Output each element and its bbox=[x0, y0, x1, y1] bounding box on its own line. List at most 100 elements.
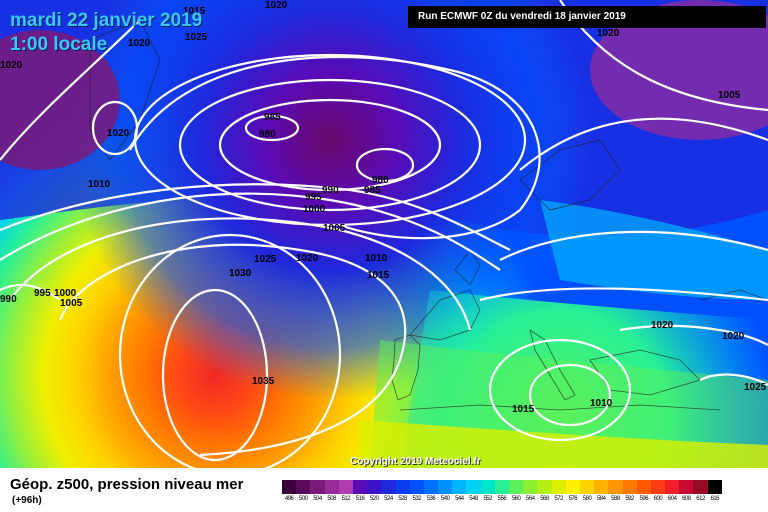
scandinavia-low bbox=[590, 0, 768, 140]
legend-swatch bbox=[523, 480, 538, 494]
coastlines bbox=[89, 19, 768, 411]
isobar-980-east bbox=[355, 147, 415, 183]
legend-cell: 520 bbox=[367, 480, 382, 502]
footer: Géop. z500, pression niveau mer (+96h) 4… bbox=[0, 468, 768, 512]
blacksea-coast bbox=[699, 289, 768, 301]
legend-swatch bbox=[594, 480, 609, 494]
isobar-1010-med bbox=[528, 363, 612, 427]
legend-tick-label: 512 bbox=[341, 496, 351, 502]
color-legend: 496 500 504 508 512 516 520 524 528 532 536 540 544 5… bbox=[282, 480, 722, 502]
france-coast bbox=[409, 289, 481, 341]
legend-tick-label: 500 bbox=[299, 496, 308, 502]
isobar-1015-greenland bbox=[0, 19, 141, 161]
legend-tick-label: 576 bbox=[568, 496, 578, 502]
legend-tick-label: 572 bbox=[554, 496, 563, 502]
legend-tick-label: 596 bbox=[639, 496, 649, 502]
isobar-1005-scandinavia bbox=[519, 117, 768, 171]
legend-cell: 592 bbox=[622, 480, 637, 502]
legend-swatch bbox=[622, 480, 637, 494]
legend-tick-label: 524 bbox=[384, 496, 393, 502]
legend-swatch bbox=[707, 480, 722, 494]
legend-tick-label: 616 bbox=[710, 496, 719, 502]
isobar-990 bbox=[218, 98, 442, 192]
isobar-label: 995 bbox=[34, 288, 51, 299]
legend-swatch bbox=[352, 480, 368, 494]
legend-swatch bbox=[537, 480, 552, 494]
isobar-label: 995 bbox=[305, 192, 322, 203]
legend-tick-label: 532 bbox=[412, 496, 422, 502]
isobar-label: 1030 bbox=[229, 268, 252, 279]
legend-swatch bbox=[409, 480, 424, 494]
isobar-label: 1000 bbox=[303, 204, 326, 215]
legend-swatch bbox=[310, 480, 325, 494]
isobar-label: 990 bbox=[322, 185, 339, 196]
legend-cell: 524 bbox=[381, 480, 396, 502]
isobar-1030 bbox=[118, 233, 342, 468]
isobar-1020-greenland bbox=[91, 100, 139, 156]
legend-tick-label: 516 bbox=[355, 496, 365, 502]
legend-tick-label: 540 bbox=[440, 496, 450, 502]
europe-band bbox=[540, 200, 768, 300]
legend-cell: 576 bbox=[565, 480, 580, 502]
legend-swatch bbox=[466, 480, 481, 494]
isobar-1010 bbox=[0, 183, 511, 251]
isobar-label: 1010 bbox=[88, 179, 111, 190]
isobar-lines bbox=[0, 0, 768, 468]
legend-tick-label: 552 bbox=[483, 496, 492, 502]
legend-cell: 580 bbox=[579, 480, 595, 502]
legend-tick-label: 496 bbox=[284, 496, 294, 502]
legend-tick-label: 588 bbox=[611, 496, 620, 502]
weather-map: 1020 1015 1020 1025 1020 1020 1010 985 980 980 985… bbox=[0, 0, 768, 468]
legend-swatch bbox=[296, 480, 311, 494]
isobar-label: 1020 bbox=[128, 38, 151, 49]
isobar-label: 1020 bbox=[597, 28, 620, 39]
legend-cell: 508 bbox=[324, 480, 339, 502]
legend-tick-label: 504 bbox=[313, 496, 322, 502]
legend-swatch bbox=[693, 480, 708, 494]
legend-cell: 600 bbox=[650, 480, 666, 502]
isobar-label: 1010 bbox=[590, 398, 613, 409]
legend-cell: 516 bbox=[352, 480, 368, 502]
legend-cell: 544 bbox=[452, 480, 467, 502]
scandinavia-coast bbox=[519, 139, 621, 211]
isobar-label: 1005 bbox=[323, 223, 346, 234]
legend-cell: 496 bbox=[282, 480, 297, 502]
isobar-1015-med bbox=[488, 338, 632, 442]
legend-cell: 560 bbox=[509, 480, 524, 502]
legend-tick-label: 608 bbox=[682, 496, 691, 502]
legend-tick-label: 544 bbox=[455, 496, 464, 502]
africa-coast bbox=[399, 404, 721, 411]
legend-swatch bbox=[509, 480, 524, 494]
legend-swatch bbox=[494, 480, 509, 494]
legend-tick-label: 612 bbox=[696, 496, 705, 502]
isobar-label: 1035 bbox=[252, 376, 275, 387]
legend-cell: 612 bbox=[693, 480, 708, 502]
legend-swatch bbox=[636, 480, 651, 494]
isobar-1015 bbox=[0, 192, 501, 271]
legend-tick-label: 560 bbox=[511, 496, 521, 502]
legend-swatch bbox=[438, 480, 453, 494]
isobar-label: 980 bbox=[372, 175, 389, 186]
legend-swatch bbox=[367, 480, 382, 494]
legend-cell: 572 bbox=[551, 480, 566, 502]
legend-cell: 596 bbox=[636, 480, 651, 502]
isobar-995-west bbox=[0, 283, 61, 301]
legend-swatch bbox=[423, 480, 439, 494]
uk-coast bbox=[454, 249, 481, 286]
legend-swatch bbox=[565, 480, 580, 494]
legend-tick-label: 548 bbox=[469, 496, 478, 502]
isobar-label: 1015 bbox=[183, 6, 206, 17]
legend-swatch bbox=[665, 480, 680, 494]
isobar-1035 bbox=[161, 288, 269, 462]
legend-cell: 532 bbox=[409, 480, 424, 502]
legend-cell: 616 bbox=[707, 480, 722, 502]
legend-swatch bbox=[395, 480, 410, 494]
legend-swatch bbox=[650, 480, 666, 494]
isobar-label: 1020 bbox=[722, 331, 745, 342]
legend-tick-label: 580 bbox=[582, 496, 592, 502]
isobar-label: 1020 bbox=[107, 128, 130, 139]
italy-coast bbox=[529, 329, 576, 401]
geopotential-field: 1020101510201025102010201010985980980985… bbox=[0, 0, 768, 468]
isobar-label: 1000 bbox=[54, 288, 77, 299]
legend-cell: 584 bbox=[594, 480, 609, 502]
